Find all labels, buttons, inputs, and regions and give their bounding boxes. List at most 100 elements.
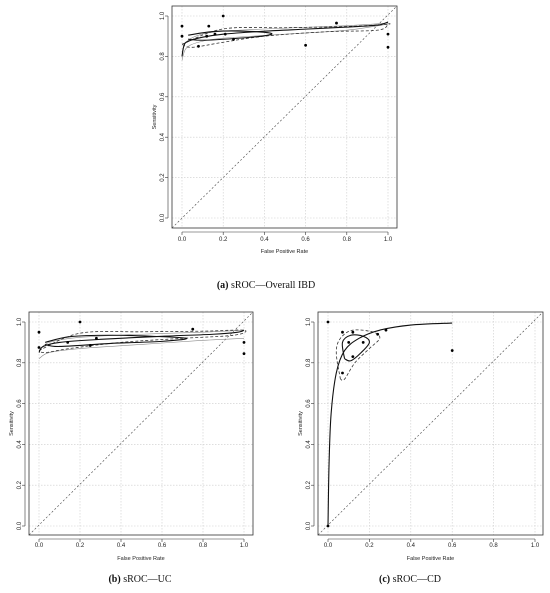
chance-diagonal [317,311,544,536]
prediction-region [335,329,381,381]
confidence-region [45,334,188,348]
study-point [180,34,184,38]
x-tick-label: 0.0 [324,543,333,549]
ci-lower-curve [38,338,245,359]
study-point [223,32,227,36]
study-point [341,371,344,375]
x-tick-label: 0.8 [489,543,498,549]
y-tick-label: 0.2 [17,480,23,489]
x-tick-label: 0.4 [407,543,416,549]
y-tick-label: 0.6 [17,399,23,408]
study-point [213,32,217,36]
study-point [351,355,355,359]
y-tick-label: 0.4 [160,132,166,141]
x-tick-label: 0.2 [365,543,374,549]
x-axis-label: False Positive Rate [407,556,454,562]
y-tick-label: 0.4 [306,440,312,449]
x-axis-label: False Positive Rate [117,556,164,562]
study-point [326,320,330,324]
y-tick-label: 0.8 [306,358,312,367]
y-tick-label: 0.0 [160,213,166,222]
x-tick-label: 0.8 [199,543,208,549]
chance-diagonal [28,311,254,536]
y-tick-label: 0.2 [160,173,166,182]
study-point [347,341,351,344]
y-axis-label: Sensitivity [152,104,158,129]
study-point [197,44,200,48]
study-point [450,349,454,352]
y-axis-label: Sensitivity [9,411,15,436]
plot-frame [171,5,398,229]
x-tick-label: 1.0 [531,543,540,549]
x-tick-label: 0.6 [158,543,167,549]
y-tick-label: 0.0 [306,521,312,530]
ci-lower-curve [181,23,389,61]
study-point [232,37,235,41]
x-tick-label: 0.6 [448,543,457,549]
prediction-region [181,23,391,48]
x-tick-label: 0.2 [76,543,85,549]
confidence-region [188,30,273,41]
chart-panel-a: 0.0 0.2 0.4 0.6 0.8 1.0 0.0 0.2 0.4 0.6 0.8 1.0 Fals… [152,5,398,255]
study-point [341,330,344,334]
caption-a: (a) sROC—Overall IBD [217,280,315,291]
study-point [361,341,365,344]
study-point [386,32,390,36]
x-tick-label: 1.0 [384,237,393,243]
study-point [207,24,211,28]
study-point [242,352,246,356]
caption-c: (c) sROC—CD [379,574,441,585]
study-point [351,330,355,334]
x-tick-label: 1.0 [240,543,249,549]
x-tick-label: 0.0 [178,237,187,243]
plot-frame [317,311,544,536]
y-tick-label: 0.8 [160,52,166,61]
chance-diagonal [171,5,398,229]
summary-roc-curve [181,21,389,57]
y-tick-label: 0.6 [306,399,312,408]
caption-b: (b) sROC—UC [108,574,171,585]
x-tick-label: 0.0 [35,543,44,549]
y-tick-label: 0.0 [17,521,23,530]
summary-roc-curve [327,322,453,527]
prediction-region [38,329,247,354]
y-axis-label: Sensitivity [298,411,304,436]
x-tick-label: 0.8 [343,237,352,243]
x-tick-label: 0.4 [260,237,269,243]
ci-upper-curve [38,329,245,351]
y-tick-label: 0.6 [160,92,166,101]
study-point [304,43,307,47]
chart-panel-c: 0.0 0.2 0.4 0.6 0.8 1.0 0.0 0.2 0.4 0.6 0.8 1.0 Fals… [298,311,544,562]
study-point [180,24,184,28]
summary-roc-curve [38,329,245,353]
x-tick-label: 0.4 [117,543,126,549]
study-point [191,327,195,331]
confidence-region [341,334,370,362]
plot-frame [28,311,254,536]
study-point [376,332,380,336]
y-tick-label: 1.0 [306,317,312,326]
y-tick-label: 0.8 [17,358,23,367]
study-point [242,341,246,344]
study-point [221,14,225,18]
x-tick-label: 0.2 [219,237,228,243]
study-point [37,346,41,349]
study-point [88,344,92,347]
study-point [78,320,82,324]
chart-panel-b: 0.0 0.2 0.4 0.6 0.8 1.0 0.0 0.2 0.4 0.6 0.8 1.0 Fals… [9,311,254,562]
y-tick-label: 0.2 [306,480,312,489]
study-point [384,328,388,332]
study-point [37,330,41,334]
study-point [335,21,338,25]
y-tick-label: 1.0 [17,317,23,326]
y-tick-label: 0.4 [17,440,23,449]
x-tick-label: 0.6 [301,237,310,243]
study-point [326,524,330,528]
study-point [205,34,209,38]
study-point [66,341,70,344]
x-axis-label: False Positive Rate [261,249,308,255]
study-point [386,45,390,49]
y-tick-label: 1.0 [160,11,166,20]
study-point [95,336,98,340]
